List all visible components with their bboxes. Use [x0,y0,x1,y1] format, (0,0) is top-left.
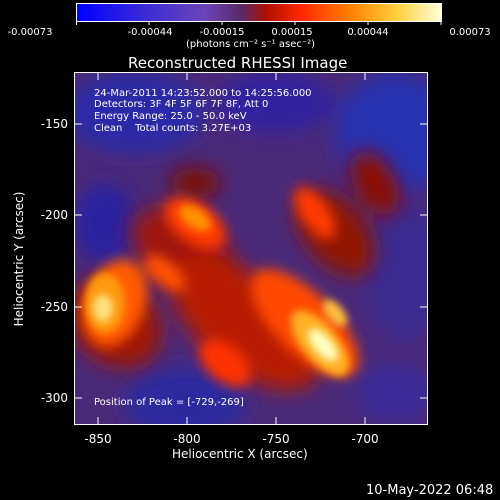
annotation-peak-position: Position of Peak = [-729,-269] [94,397,244,408]
colorbar-tick-label: 0.00015 [271,27,313,38]
plot-title: Reconstructed RHESSI Image [128,54,348,72]
colorbar-tick-label: -0.00015 [199,27,245,38]
colorbar-units: (photons cm⁻² s⁻¹ asec⁻²) [186,39,316,50]
y-tick-label: -300 [40,391,68,405]
y-tick-label: -200 [40,208,68,222]
y-tick-label: -150 [40,117,68,131]
x-axis-title: Heliocentric X (arcsec) [172,447,308,461]
annotation-detectors: Detectors: 3F 4F 5F 6F 7F 8F, Att 0 [94,99,269,110]
colorbar-tick-label: 0.00073 [449,27,491,38]
annotation-time-range: 24-Mar-2011 14:23:52.000 to 14:25:56.000 [94,88,312,99]
x-tick-label: -850 [84,432,112,446]
colorbar-tick-label: -0.00073 [7,27,53,38]
annotation-clean-counts: Clean Total counts: 3.27E+03 [94,123,252,134]
y-axis-title: Heliocentric Y (arcsec) [12,191,26,327]
x-tick-label: -750 [262,432,290,446]
colorbar-tick-label: 0.00044 [347,27,389,38]
x-tick-label: -800 [173,432,201,446]
image-panel [74,72,428,425]
x-tick-label: -700 [351,432,379,446]
colorbar-tick-label: -0.00044 [127,27,173,38]
colorbar [76,3,442,22]
colorbar-tick-marks [76,21,442,25]
axis-tick-marks [74,72,428,425]
y-tick-label: -250 [40,300,68,314]
footer-date: 10-May-2022 06:48 [366,483,494,498]
annotation-energy-range: Energy Range: 25.0 - 50.0 keV [94,111,247,122]
